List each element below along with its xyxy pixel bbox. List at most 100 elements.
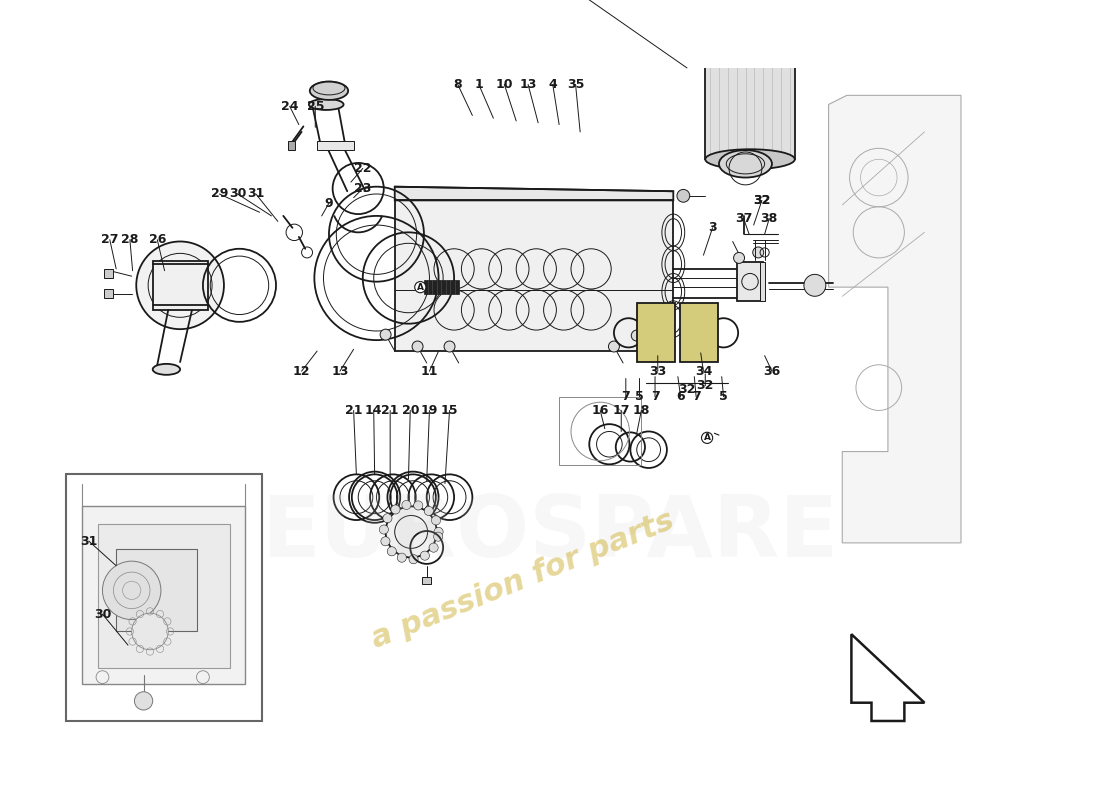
Text: 6: 6 <box>676 390 685 403</box>
Circle shape <box>425 506 433 515</box>
Circle shape <box>414 501 422 510</box>
Bar <box>395 200 673 351</box>
Bar <box>288 141 295 150</box>
Circle shape <box>386 506 437 558</box>
Circle shape <box>397 553 406 562</box>
Bar <box>422 577 431 584</box>
Circle shape <box>381 329 392 340</box>
Text: 7: 7 <box>692 390 701 403</box>
Text: EUROSPARE: EUROSPARE <box>262 492 838 575</box>
Ellipse shape <box>153 364 180 375</box>
Bar <box>424 280 459 294</box>
Circle shape <box>383 514 392 522</box>
Circle shape <box>132 614 168 650</box>
Text: 34: 34 <box>695 365 712 378</box>
Bar <box>737 262 762 301</box>
Circle shape <box>433 532 442 542</box>
Text: 17: 17 <box>613 404 630 417</box>
Text: 11: 11 <box>420 365 438 378</box>
Ellipse shape <box>705 30 795 50</box>
Circle shape <box>631 330 642 341</box>
Circle shape <box>434 527 443 537</box>
Text: 36: 36 <box>763 365 781 378</box>
Text: 16: 16 <box>592 404 609 417</box>
Circle shape <box>608 341 619 352</box>
Circle shape <box>412 341 424 352</box>
Ellipse shape <box>310 82 349 100</box>
Text: 31: 31 <box>80 534 98 547</box>
Bar <box>559 397 641 466</box>
Text: 7: 7 <box>621 390 630 403</box>
Text: 20: 20 <box>402 404 419 417</box>
Ellipse shape <box>719 150 772 178</box>
Bar <box>104 289 113 298</box>
Text: 37: 37 <box>735 212 752 225</box>
Circle shape <box>734 253 745 263</box>
Text: 4: 4 <box>549 78 557 91</box>
Text: 32: 32 <box>754 194 771 207</box>
Bar <box>705 41 795 159</box>
Circle shape <box>402 500 411 510</box>
Text: 7: 7 <box>651 390 659 403</box>
Ellipse shape <box>309 99 343 110</box>
Text: 3: 3 <box>708 222 717 234</box>
Text: 25: 25 <box>307 100 324 113</box>
Text: 22: 22 <box>354 162 372 175</box>
Text: 33: 33 <box>649 365 667 378</box>
Text: a passion for parts: a passion for parts <box>367 506 679 654</box>
Text: 5: 5 <box>719 390 728 403</box>
Text: 12: 12 <box>293 365 310 378</box>
Bar <box>66 474 262 721</box>
Bar <box>680 302 718 362</box>
Circle shape <box>804 274 826 296</box>
Text: 21: 21 <box>345 404 362 417</box>
Bar <box>82 506 245 685</box>
Text: 13: 13 <box>519 78 537 91</box>
Circle shape <box>136 242 224 329</box>
Bar <box>117 550 197 631</box>
Text: 18: 18 <box>632 404 650 417</box>
Bar <box>104 269 113 278</box>
Text: A: A <box>704 434 711 442</box>
Text: 26: 26 <box>148 233 166 246</box>
Circle shape <box>134 692 153 710</box>
Text: 14: 14 <box>365 404 383 417</box>
Text: 30: 30 <box>94 608 111 621</box>
Text: 24: 24 <box>280 100 298 113</box>
Text: 21: 21 <box>382 404 399 417</box>
Text: 2: 2 <box>581 0 590 3</box>
Text: 29: 29 <box>211 187 228 201</box>
Text: 13: 13 <box>331 365 349 378</box>
Text: 32: 32 <box>679 383 695 396</box>
Bar <box>760 262 764 301</box>
Text: 10: 10 <box>496 78 513 91</box>
Circle shape <box>676 190 690 202</box>
Bar <box>317 141 353 150</box>
Text: 8: 8 <box>453 78 462 91</box>
Circle shape <box>390 505 400 514</box>
Text: 35: 35 <box>566 78 584 91</box>
Text: 19: 19 <box>421 404 438 417</box>
Circle shape <box>420 551 429 560</box>
Text: 38: 38 <box>760 212 778 225</box>
Ellipse shape <box>705 150 795 170</box>
Text: 32: 32 <box>696 379 714 392</box>
Circle shape <box>444 341 455 352</box>
Circle shape <box>102 561 161 619</box>
Circle shape <box>379 525 388 534</box>
Text: 15: 15 <box>441 404 459 417</box>
Text: 5: 5 <box>635 390 643 403</box>
Text: 1: 1 <box>474 78 483 91</box>
Text: 32: 32 <box>754 194 771 207</box>
Text: 23: 23 <box>354 182 372 195</box>
Circle shape <box>409 554 418 564</box>
Bar <box>637 302 675 362</box>
Text: 27: 27 <box>101 233 119 246</box>
Bar <box>98 524 230 668</box>
Circle shape <box>381 537 390 546</box>
Text: A: A <box>417 282 424 292</box>
Text: 28: 28 <box>121 233 139 246</box>
Text: 30: 30 <box>229 187 246 201</box>
Circle shape <box>387 546 396 556</box>
Circle shape <box>429 543 438 552</box>
